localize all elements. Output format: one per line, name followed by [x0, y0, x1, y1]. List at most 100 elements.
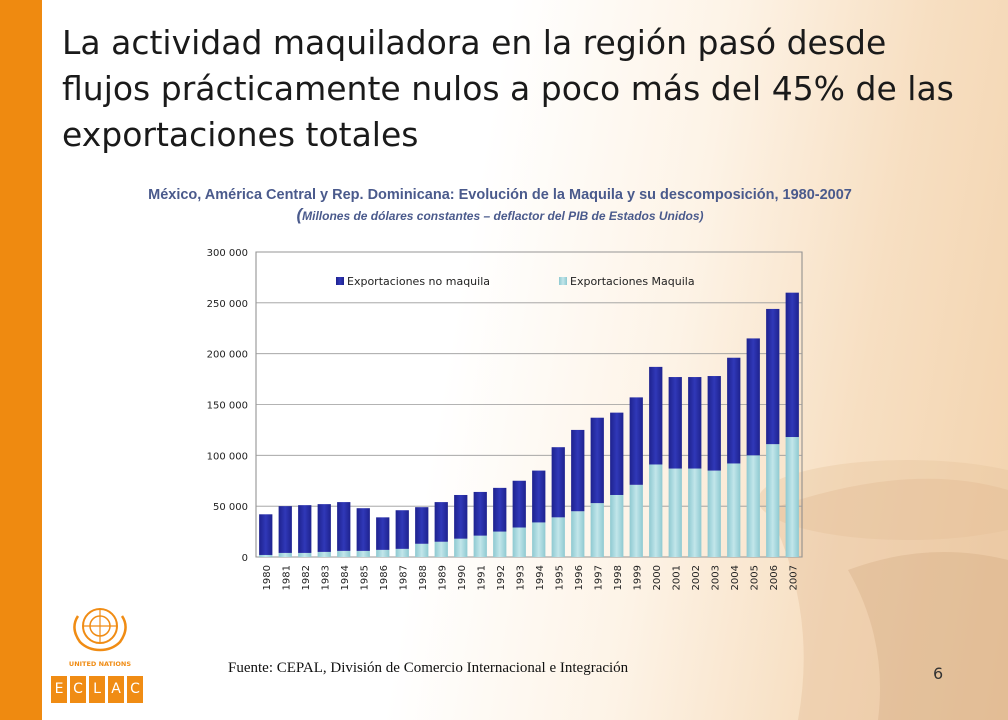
bar-no-maquila — [454, 494, 468, 539]
chart-title: México, América Central y Rep. Dominican… — [148, 187, 852, 203]
bar-no-maquila — [434, 502, 448, 542]
x-tick-label: 1987 — [398, 565, 409, 590]
bar-no-maquila — [551, 447, 565, 518]
x-tick-label: 1980 — [262, 565, 273, 590]
y-tick-label: 300 000 — [207, 248, 248, 259]
bar-no-maquila — [512, 480, 526, 528]
bar-no-maquila — [395, 510, 409, 549]
x-tick-label: 1994 — [535, 565, 546, 590]
x-tick-label: 1990 — [457, 565, 468, 590]
bar-no-maquila — [532, 470, 546, 523]
x-tick-label: 2004 — [730, 565, 741, 590]
united-nations-logo-icon: UNITED NATIONS — [69, 608, 131, 668]
source-note: Fuente: CEPAL, División de Comercio Inte… — [228, 660, 629, 676]
bar-no-maquila — [473, 491, 487, 536]
accent-bar — [0, 0, 42, 720]
page-number: 6 — [933, 664, 944, 683]
x-tick-label: 1996 — [574, 565, 585, 590]
bar-maquila — [395, 548, 409, 557]
bar-maquila — [278, 552, 292, 557]
x-tick-label: 2005 — [749, 565, 760, 590]
bar-no-maquila — [317, 504, 331, 552]
bar-maquila — [785, 437, 799, 557]
x-tick-label: 2007 — [788, 565, 799, 590]
bar-no-maquila — [785, 292, 799, 438]
bar-maquila — [259, 554, 273, 557]
bar-no-maquila — [278, 506, 292, 553]
bar-no-maquila — [590, 417, 604, 504]
bar-maquila — [688, 468, 702, 557]
bar-maquila — [668, 468, 682, 557]
x-tick-label: 1989 — [437, 565, 448, 590]
bar-no-maquila — [707, 376, 721, 471]
bar-maquila — [493, 531, 507, 557]
bar-maquila — [454, 538, 468, 557]
x-tick-label: 2006 — [769, 565, 780, 590]
x-tick-label: 1992 — [496, 565, 507, 590]
eclac-letter: C — [127, 676, 143, 703]
bar-no-maquila — [415, 507, 429, 544]
eclac-letter: C — [70, 676, 86, 703]
chart-subtitle-line: (Millones de dólares constantes – deflac… — [60, 205, 940, 226]
bar-maquila — [376, 549, 390, 557]
x-tick-label: 2001 — [671, 565, 682, 590]
bar-maquila — [415, 543, 429, 557]
y-tick-label: 0 — [242, 553, 248, 564]
x-tick-label: 1982 — [301, 565, 312, 590]
bar-maquila — [746, 455, 760, 557]
bar-maquila — [512, 527, 526, 557]
bar-no-maquila — [356, 508, 370, 551]
bar-maquila — [434, 541, 448, 557]
bar-no-maquila — [766, 308, 780, 445]
bar-maquila — [551, 517, 565, 557]
y-tick-label: 150 000 — [207, 401, 248, 412]
x-tick-label: 1993 — [515, 565, 526, 590]
x-tick-label: 2003 — [710, 565, 721, 590]
y-tick-label: 50 000 — [213, 502, 248, 513]
legend-swatch — [559, 277, 567, 285]
bar-maquila — [337, 550, 351, 557]
x-tick-label: 1999 — [632, 565, 643, 590]
bar-no-maquila — [688, 377, 702, 469]
bar-no-maquila — [337, 502, 351, 551]
bar-no-maquila — [493, 487, 507, 532]
chart-subtitle-paren: ( — [296, 205, 303, 224]
x-tick-label: 1983 — [320, 565, 331, 590]
bar-maquila — [590, 503, 604, 557]
chart-subtitle: Millones de dólares constantes – deflact… — [302, 209, 704, 223]
stacked-bar-chart: 0 50 000 100 000 150 000 200 000 250 000 300 0… — [207, 248, 803, 590]
bar-no-maquila — [668, 377, 682, 469]
bar-no-maquila — [298, 505, 312, 553]
bar-no-maquila — [610, 412, 624, 495]
bar-maquila — [571, 511, 585, 557]
bar-maquila — [532, 522, 546, 557]
x-tick-label: 1986 — [379, 565, 390, 590]
eclac-logo: E C L A C — [51, 676, 143, 703]
bar-maquila — [707, 470, 721, 557]
bar-no-maquila — [259, 514, 273, 555]
bar-no-maquila — [746, 338, 760, 456]
x-tick-label: 1998 — [613, 565, 624, 590]
bar-no-maquila — [629, 397, 643, 485]
x-tick-label: 1981 — [281, 565, 292, 590]
legend-label: Exportaciones Maquila — [570, 275, 695, 288]
bar-no-maquila — [727, 357, 741, 464]
bar-no-maquila — [649, 366, 663, 465]
bar-maquila — [629, 484, 643, 557]
bar-maquila — [356, 550, 370, 557]
x-tick-label: 1985 — [359, 565, 370, 590]
eclac-letter: A — [108, 676, 124, 703]
logo-text: UNITED NATIONS — [69, 660, 131, 668]
x-tick-label: 1991 — [476, 565, 487, 590]
y-tick-label: 200 000 — [207, 350, 248, 361]
background-decoration — [758, 460, 1008, 720]
slide-title: La actividad maquiladora en la región pa… — [62, 23, 954, 154]
bar-no-maquila — [376, 517, 390, 550]
bar-maquila — [473, 535, 487, 557]
bar-maquila — [610, 494, 624, 557]
x-tick-label: 1997 — [593, 565, 604, 590]
x-tick-label: 1988 — [418, 565, 429, 590]
x-tick-label: 1984 — [340, 565, 351, 590]
x-tick-label: 2002 — [691, 565, 702, 590]
chart-title-block: México, América Central y Rep. Dominican… — [60, 185, 940, 226]
